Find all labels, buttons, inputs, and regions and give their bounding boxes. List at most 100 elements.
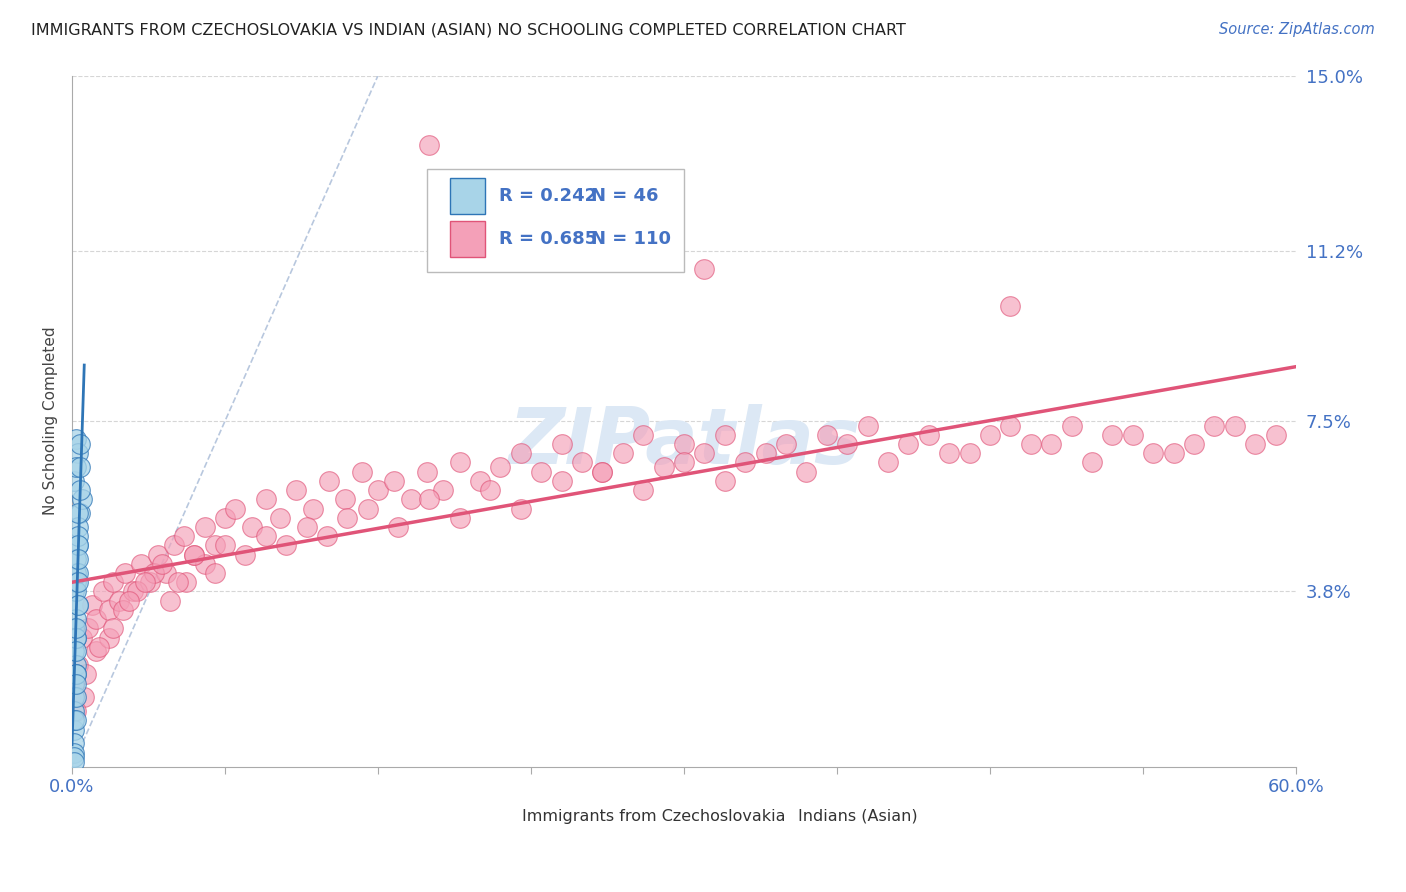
Point [276,538,298,552]
Point [101,621,124,635]
Point [571,455,593,469]
Point [69,460,91,475]
Point [67,599,90,613]
Point [418,492,440,507]
Point [65,552,87,566]
Point [122,584,145,599]
Point [114,566,136,580]
FancyBboxPatch shape [751,801,787,832]
Point [1204,418,1226,433]
Point [183,548,205,562]
Point [1000,418,1022,433]
Point [65,612,87,626]
Point [350,465,373,479]
Point [631,483,654,497]
Point [97,603,120,617]
Point [138,575,160,590]
Point [65,584,87,599]
Point [335,492,357,507]
Point [1223,418,1246,433]
Point [67,538,90,552]
Point [63,737,86,751]
Text: Source: ZipAtlas.com: Source: ZipAtlas.com [1219,22,1375,37]
Point [652,460,675,475]
FancyBboxPatch shape [477,801,513,832]
Point [73,690,96,705]
Point [204,566,226,580]
Point [1019,437,1042,451]
Point [63,704,86,718]
Point [432,483,454,497]
Point [65,433,87,447]
Point [63,755,86,769]
Text: R = 0.242: R = 0.242 [499,187,598,205]
Point [67,446,90,460]
Point [1163,446,1185,460]
Point [1142,446,1164,460]
Point [1040,437,1063,451]
Point [67,529,90,543]
Y-axis label: No Schooling Completed: No Schooling Completed [44,326,58,516]
Point [67,599,90,613]
Point [815,427,838,442]
Point [714,427,737,442]
Text: N = 110: N = 110 [591,230,671,249]
Point [163,538,186,552]
Point [183,548,205,562]
Point [877,455,900,469]
Point [65,575,87,590]
Point [65,460,87,475]
Point [63,621,86,635]
Point [775,437,797,451]
Point [155,566,177,580]
Point [69,437,91,451]
Point [65,704,87,718]
Point [69,506,91,520]
Point [254,529,277,543]
Point [316,529,339,543]
Point [449,510,471,524]
Point [530,465,553,479]
Point [150,557,173,571]
Point [295,520,318,534]
Point [127,584,149,599]
Point [1101,427,1123,442]
Point [67,658,90,673]
Point [65,566,87,580]
Point [1182,437,1205,451]
Text: N = 46: N = 46 [591,187,658,205]
Point [479,483,502,497]
Text: Immigrants from Czechoslovakia: Immigrants from Czechoslovakia [523,809,786,824]
Point [65,667,87,681]
Point [285,483,308,497]
Point [734,455,756,469]
Point [269,510,291,524]
Point [97,631,120,645]
Point [550,474,572,488]
Point [387,520,409,534]
Text: R = 0.685: R = 0.685 [499,230,598,249]
Point [214,538,236,552]
Point [856,418,879,433]
Point [65,658,87,673]
Point [489,460,512,475]
Point [65,644,87,658]
Point [86,612,108,626]
FancyBboxPatch shape [450,178,485,214]
Point [70,631,93,645]
Point [631,427,654,442]
Text: Indians (Asian): Indians (Asian) [797,809,918,824]
Point [612,446,634,460]
Point [399,492,422,507]
Point [142,566,165,580]
Point [591,465,613,479]
Point [63,584,86,599]
Point [173,529,195,543]
Point [67,506,90,520]
Point [301,501,323,516]
Point [550,437,572,451]
Point [673,437,696,451]
Point [91,584,114,599]
Point [67,538,90,552]
Point [134,575,156,590]
